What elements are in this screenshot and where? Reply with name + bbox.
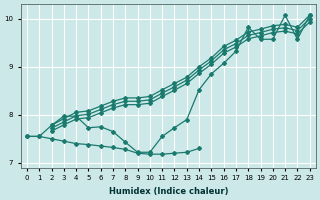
X-axis label: Humidex (Indice chaleur): Humidex (Indice chaleur) — [108, 187, 228, 196]
